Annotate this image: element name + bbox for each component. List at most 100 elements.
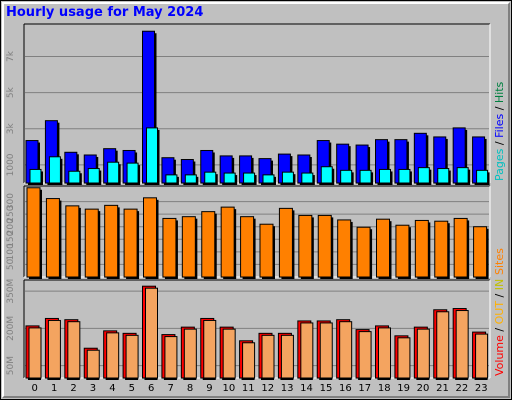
sites-bar <box>337 219 352 278</box>
pages-bar <box>146 127 158 184</box>
sites-bar <box>356 226 371 278</box>
legend-sites: Sites <box>493 248 506 275</box>
volume-inner-bar <box>397 337 411 379</box>
sites-bar <box>104 204 119 278</box>
x-tick-label: 11 <box>242 383 255 394</box>
x-tick-label: 0 <box>32 383 38 394</box>
pages-bar <box>262 174 275 184</box>
legend-entry: / <box>493 103 506 114</box>
sites-bar <box>259 223 274 278</box>
pages-bar <box>126 162 139 184</box>
x-tick-label: 16 <box>339 383 352 394</box>
pages-bar <box>107 161 120 184</box>
pages-bar <box>87 168 100 184</box>
pages-bar <box>223 172 236 184</box>
pages-bar <box>301 172 314 184</box>
legend-volume: Volume / OUT / IN <box>493 279 506 376</box>
x-tick-label: 23 <box>475 383 488 394</box>
pages-bar <box>379 168 391 184</box>
volume-inner-bar <box>222 328 236 379</box>
y-tick-label: 350M <box>6 279 16 304</box>
volume-inner-bar <box>125 334 139 379</box>
volume-inner-bar <box>358 331 372 379</box>
volume-inner-bar <box>183 328 197 379</box>
sites-bar <box>26 187 41 278</box>
y-tick-label: 300 <box>6 193 16 210</box>
sites-bar <box>453 217 468 278</box>
volume-inner-bar <box>261 334 275 379</box>
y-tick-label: 200M <box>6 316 16 341</box>
volume-inner-bar <box>300 322 314 379</box>
x-tick-label: 7 <box>167 383 173 394</box>
y-tick-label: 7k <box>6 50 16 62</box>
pages-bar <box>165 174 178 184</box>
volume-inner-bar <box>416 328 430 379</box>
volume-inner-bar <box>436 311 450 379</box>
panel-3-background <box>24 280 490 378</box>
volume-inner-bar <box>164 336 178 379</box>
pages-bar <box>340 169 353 184</box>
legend-entry: Sites <box>493 248 506 275</box>
volume-inner-bar <box>67 321 81 379</box>
x-tick-label: 15 <box>320 383 333 394</box>
x-tick-label: 6 <box>148 383 154 394</box>
x-tick-label: 4 <box>109 383 115 394</box>
pages-bar <box>204 171 217 184</box>
volume-inner-bar <box>86 349 100 379</box>
x-tick-label: 12 <box>261 383 274 394</box>
y-tick-label: 1000 <box>6 153 16 176</box>
x-tick-label: 8 <box>187 383 193 394</box>
x-tick-label: 9 <box>206 383 212 394</box>
pages-bar <box>320 166 333 184</box>
sites-bar <box>181 216 196 278</box>
y-tick-label: 3k <box>6 123 16 135</box>
volume-inner-bar <box>378 327 391 379</box>
pages-bar <box>359 169 372 184</box>
pages-bar <box>476 169 489 184</box>
x-tick-label: 10 <box>223 383 236 394</box>
volume-inner-bar <box>339 321 353 379</box>
pages-bar <box>417 167 430 184</box>
x-tick-label: 21 <box>436 383 449 394</box>
y-tick-label: 5k <box>6 86 16 98</box>
x-tick-label: 20 <box>417 383 430 394</box>
pages-bar <box>68 170 81 184</box>
pages-bar <box>437 168 450 184</box>
volume-inner-bar <box>47 319 61 379</box>
legend-entry: Hits <box>493 81 506 103</box>
chart-title: Hourly usage for May 2024 <box>6 5 204 20</box>
x-tick-label: 5 <box>129 383 135 394</box>
legend-entry: / <box>493 290 506 301</box>
sites-bar <box>414 219 429 278</box>
pages-bar <box>29 168 42 184</box>
x-tick-label: 17 <box>358 383 371 394</box>
sites-bar <box>220 206 235 278</box>
volume-inner-bar <box>475 333 489 379</box>
y-tick-label: 100 <box>6 243 16 260</box>
sites-bar <box>45 198 60 278</box>
volume-inner-bar <box>455 310 469 379</box>
x-tick-label: 22 <box>456 383 469 394</box>
x-tick-label: 14 <box>300 383 313 394</box>
sites-bar <box>376 218 390 278</box>
sites-bar <box>317 214 332 278</box>
pages-bar <box>281 171 294 184</box>
sites-bar <box>240 216 255 278</box>
legend-entry: / <box>493 324 506 335</box>
legend-pages-files-hits: Pages / Files / Hits <box>493 81 506 181</box>
pages-bar <box>398 168 411 184</box>
y-tick-label: 50 <box>6 258 16 270</box>
sites-bar <box>434 220 449 278</box>
y-tick-label: 50M <box>6 356 16 375</box>
pages-bar <box>184 174 197 184</box>
volume-inner-bar <box>280 334 294 379</box>
pages-bar <box>456 167 469 184</box>
x-tick-label: 3 <box>90 383 96 394</box>
x-tick-label: 2 <box>70 383 76 394</box>
x-tick-label: 19 <box>397 383 410 394</box>
x-tick-label: 13 <box>281 383 294 394</box>
x-tick-label: 18 <box>378 383 391 394</box>
legend-entry: Pages <box>493 148 506 181</box>
legend-entry: IN <box>493 279 506 290</box>
